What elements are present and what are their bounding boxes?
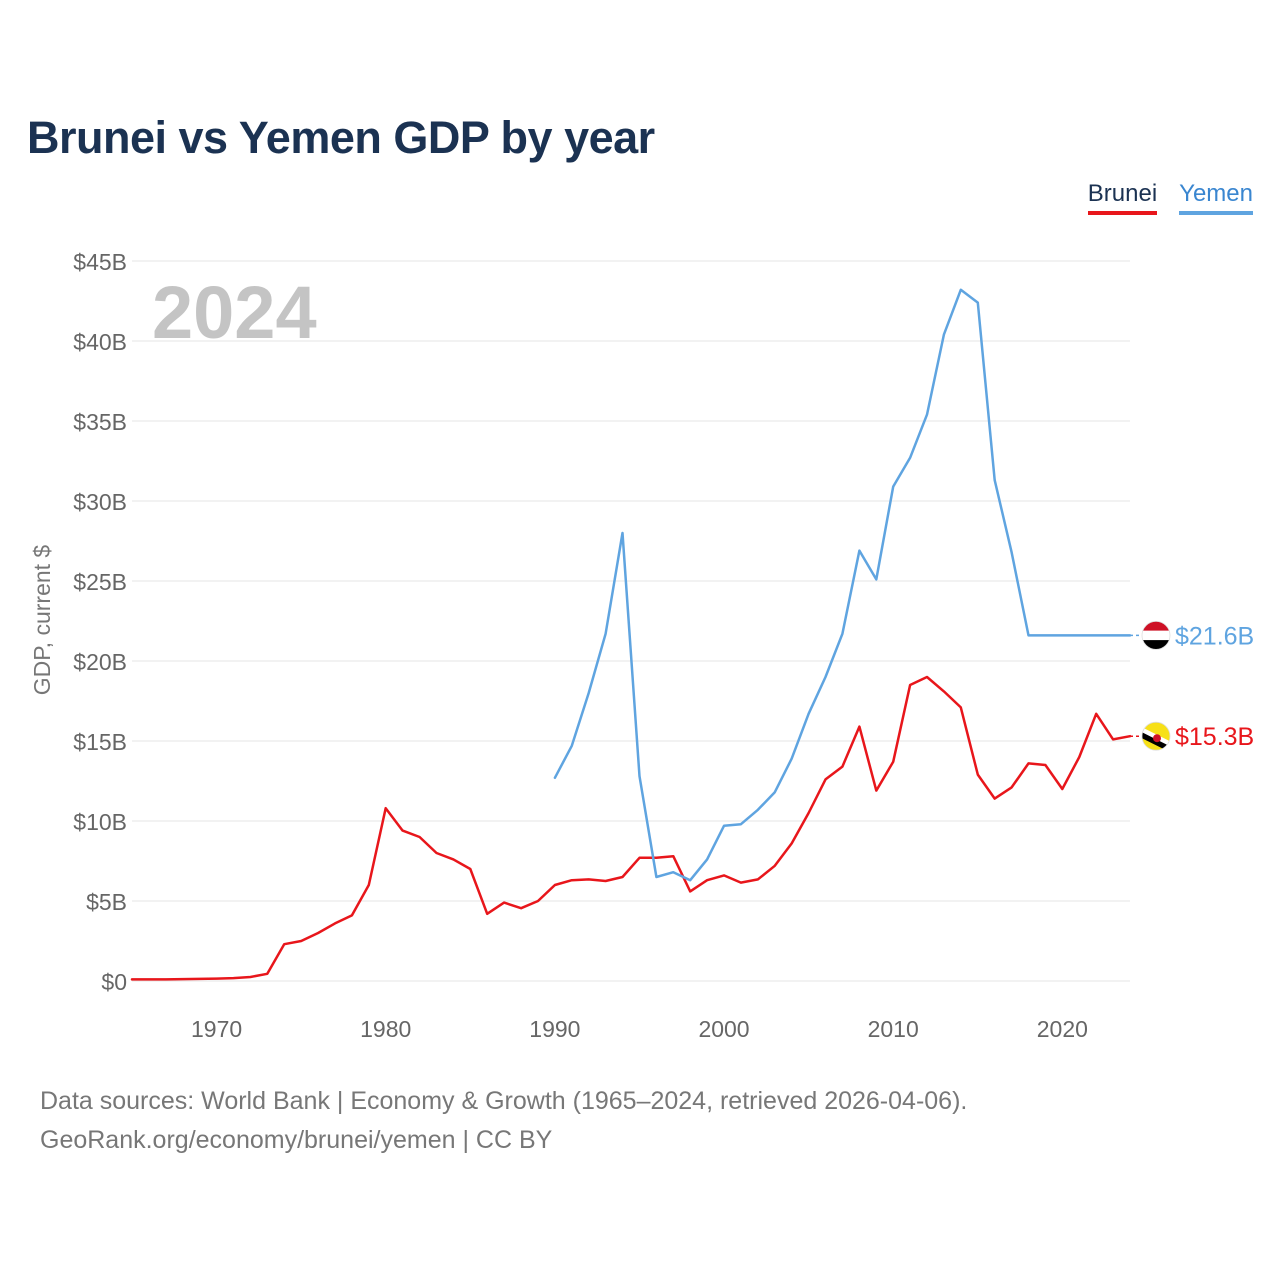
y-axis-label: GDP, current $ xyxy=(29,545,55,696)
x-tick-label: 1980 xyxy=(360,1016,411,1042)
x-tick-label: 1970 xyxy=(191,1016,242,1042)
x-tick-label: 2020 xyxy=(1037,1016,1088,1042)
y-tick-label: $5B xyxy=(86,889,127,915)
y-tick-label: $40B xyxy=(73,329,127,355)
year-watermark: 2024 xyxy=(152,271,317,354)
attribution-link[interactable]: GeoRank.org/economy/brunei/yemen | CC BY xyxy=(40,1126,553,1154)
y-tick-label: $10B xyxy=(73,809,127,835)
end-value-label-brunei: $15.3B xyxy=(1175,723,1254,751)
chart-title: Brunei vs Yemen GDP by year xyxy=(27,112,655,163)
x-tick-label: 2010 xyxy=(868,1016,919,1042)
end-value-label-yemen: $21.6B xyxy=(1175,622,1254,650)
end-markers: $15.3B $21.6B xyxy=(1130,621,1254,751)
legend-item-yemen[interactable]: Yemen xyxy=(1179,180,1253,215)
legend: Brunei Yemen xyxy=(1087,180,1253,215)
y-tick-label: $0 xyxy=(101,969,127,995)
gdp-line-chart: $0 $5B $10B $15B $20B $25B $30B $35B $40B $45B 19… xyxy=(29,249,1254,1042)
series-lines xyxy=(130,288,1132,981)
x-axis-ticks: 1970 1980 1990 2000 2010 2020 xyxy=(191,1016,1088,1042)
series-line-brunei[interactable] xyxy=(130,675,1132,981)
y-tick-label: $15B xyxy=(73,729,127,755)
y-tick-label: $45B xyxy=(73,249,127,275)
series-line-yemen[interactable] xyxy=(553,288,1132,882)
y-tick-label: $35B xyxy=(73,409,127,435)
y-tick-label: $30B xyxy=(73,489,127,515)
flag-brunei-icon xyxy=(1141,721,1171,751)
y-tick-label: $20B xyxy=(73,649,127,675)
y-tick-label: $25B xyxy=(73,569,127,595)
x-tick-label: 2000 xyxy=(698,1016,749,1042)
footer: Data sources: World Bank | Economy & Gro… xyxy=(40,1082,967,1160)
data-source-text: Data sources: World Bank | Economy & Gro… xyxy=(40,1087,968,1115)
y-axis-ticks: $0 $5B $10B $15B $20B $25B $30B $35B $40B $45B xyxy=(73,249,127,995)
x-tick-label: 1990 xyxy=(529,1016,580,1042)
grid-lines xyxy=(132,260,1130,982)
legend-item-brunei[interactable]: Brunei xyxy=(1087,180,1158,215)
flag-yemen-icon xyxy=(1141,621,1171,650)
